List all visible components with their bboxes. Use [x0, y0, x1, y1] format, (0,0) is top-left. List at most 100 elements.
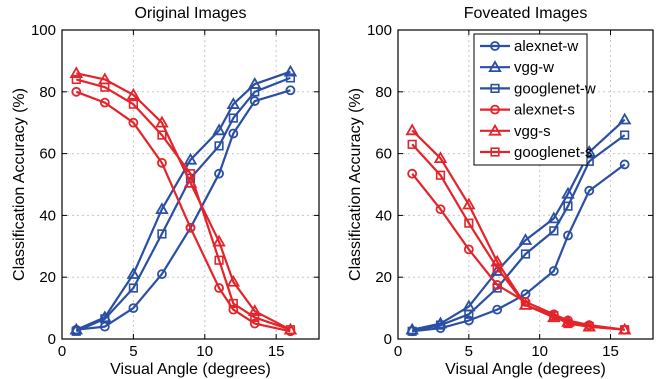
y-tick-label: 0 — [384, 331, 392, 348]
data-point — [561, 186, 575, 199]
data-point — [433, 316, 448, 329]
data-point — [212, 123, 226, 136]
legend-label: alexnet-w — [514, 38, 578, 55]
series-line — [411, 134, 626, 333]
series-line — [75, 70, 291, 331]
data-point — [563, 230, 573, 241]
data-point — [405, 123, 419, 136]
data-point — [435, 170, 446, 180]
data-point — [520, 300, 531, 310]
data-point — [548, 266, 559, 276]
data-point — [462, 197, 476, 210]
data-point — [183, 152, 198, 165]
y-tick-label: 60 — [39, 146, 56, 163]
data-point — [226, 274, 241, 287]
data-point — [128, 99, 138, 109]
chart-title: Foveated Images — [464, 5, 588, 22]
data-point — [492, 263, 502, 273]
series-line — [76, 72, 291, 331]
data-point — [464, 309, 474, 319]
x-tick-label: 10 — [531, 343, 548, 360]
data-point — [464, 218, 474, 228]
data-point — [155, 115, 169, 128]
data-point — [407, 168, 418, 179]
series-line — [411, 173, 625, 331]
data-point — [126, 87, 141, 100]
data-point — [250, 312, 260, 322]
data-point — [407, 139, 417, 149]
series-alexnet-s — [407, 168, 630, 335]
y-tick-label: 40 — [375, 207, 392, 224]
data-point — [285, 73, 296, 83]
y-axis-label: Classification Accuracy (%) — [347, 88, 364, 281]
chart-panel-1: 0 5 10 15 0 20 40 60 80 100 Original Images Visual … — [11, 5, 320, 378]
data-point — [185, 169, 196, 179]
data-point — [463, 315, 474, 326]
legend-label: googlenet-w — [514, 80, 596, 97]
data-point — [128, 283, 138, 293]
data-point — [584, 322, 594, 332]
data-point — [212, 234, 226, 247]
y-tick-label: 80 — [39, 84, 56, 101]
data-point — [549, 311, 559, 321]
data-point — [128, 117, 139, 128]
x-tick-label: 15 — [268, 343, 285, 360]
data-point — [285, 85, 296, 96]
legend-marker — [490, 41, 500, 51]
series-line — [75, 76, 291, 333]
series-vgg-w — [69, 64, 298, 335]
data-point — [69, 66, 84, 79]
data-point — [185, 222, 196, 233]
data-point — [249, 318, 260, 329]
y-tick-label: 80 — [375, 84, 392, 101]
plot-area — [61, 29, 320, 340]
data-point — [157, 229, 167, 239]
chart-panel-2: 0 5 10 15 0 20 40 60 80 100 Foveated Images Visual … — [347, 5, 654, 378]
x-tick-label: 0 — [58, 343, 66, 360]
data-point — [584, 185, 595, 196]
series-line — [75, 90, 291, 333]
data-point — [155, 202, 169, 215]
data-point — [100, 82, 110, 92]
data-point — [249, 96, 260, 106]
data-point — [620, 325, 630, 335]
data-point — [490, 254, 504, 267]
data-point — [228, 113, 238, 123]
data-point — [619, 159, 630, 170]
legend-box — [473, 33, 588, 166]
x-tick-label: 5 — [465, 343, 473, 360]
data-point — [214, 255, 224, 265]
x-axis-label: Visual Angle (degrees) — [445, 361, 606, 378]
data-point — [405, 322, 419, 335]
series-line — [76, 78, 291, 331]
data-point — [285, 325, 296, 335]
data-point — [157, 157, 167, 168]
data-point — [214, 168, 224, 179]
y-tick-label: 100 — [31, 22, 56, 39]
data-point — [228, 298, 238, 309]
legend: alexnet-w vgg-w googlenet-w alexnet-s vgg-s g… — [473, 33, 596, 166]
y-tick-label: 60 — [375, 146, 392, 163]
data-point — [518, 233, 533, 245]
data-point — [563, 201, 573, 211]
data-point — [250, 87, 260, 97]
data-point — [228, 304, 239, 315]
data-point — [100, 314, 110, 324]
y-tick-label: 20 — [39, 269, 56, 286]
plot-area — [397, 29, 654, 340]
data-point — [228, 128, 239, 139]
series-googlenet-s — [407, 139, 630, 335]
legend-label: googlenet-s — [514, 144, 592, 161]
series-alexnet-s — [71, 86, 296, 337]
data-point — [620, 130, 630, 140]
x-axis-label: Visual Angle (degrees) — [110, 361, 271, 378]
series-line — [412, 163, 626, 333]
legend-label: vgg-s — [514, 123, 551, 140]
chart-title: Original Images — [134, 5, 246, 22]
data-point — [99, 97, 110, 108]
data-point — [520, 249, 531, 259]
y-axis-label: Classification Accuracy (%) — [11, 88, 28, 281]
data-point — [433, 151, 448, 164]
data-point — [71, 326, 81, 336]
